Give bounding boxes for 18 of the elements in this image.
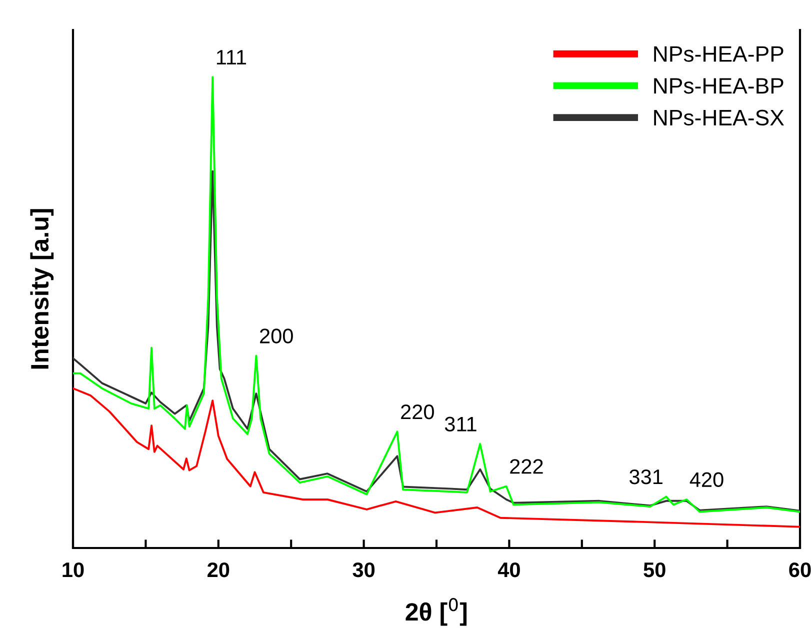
x-tick-label: 50 [644,562,666,578]
x-tick-label: 20 [208,562,230,578]
x-tick-label: 40 [498,562,520,578]
annotation: 222 [510,459,543,474]
x-tick-label: 60 [789,562,811,578]
annotation: 200 [260,328,293,344]
legend-label: NPs-HEA-PP [654,46,784,62]
annotation: 220 [401,404,434,420]
y-axis-title: Intensity [a.u] [30,209,54,369]
annotation: 111 [216,50,246,64]
legend-label: NPs-HEA-SX [654,110,784,126]
x-tick-label: 30 [352,562,375,578]
legend-label: NPs-HEA-BP [654,78,784,94]
x-axis-title: 2θ [$^{0}$] [406,598,467,626]
annotation: 311 [444,416,476,432]
x-tick-label: 10 [62,562,84,578]
annotation: 331 [629,469,662,484]
annotation: 420 [690,472,724,488]
